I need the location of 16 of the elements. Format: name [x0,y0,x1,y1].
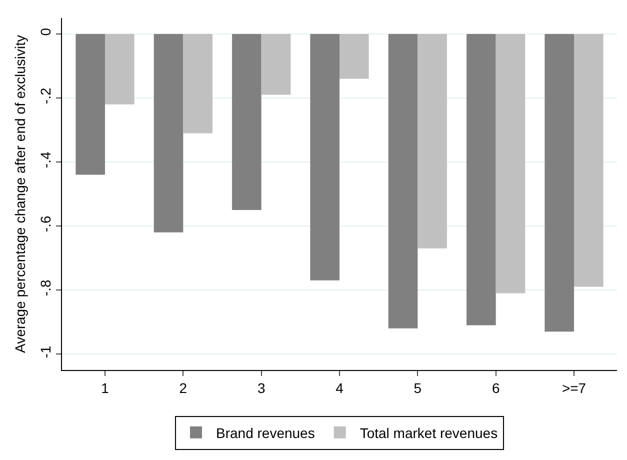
legend-label: Brand revenues [216,424,315,441]
legend-label: Total market revenues [360,424,498,441]
x-tick-label: 6 [492,380,500,396]
y-tick-label: 0 [37,28,54,36]
y-tick-label: -.2 [37,88,54,104]
x-tick-label: 5 [414,380,422,396]
y-tick-label: -.8 [37,280,54,296]
x-tick-label: 1 [101,380,110,396]
y-tick-label: -1 [37,345,54,358]
y-tick-label: -.4 [37,152,54,168]
y-tick-label: -.6 [37,216,54,232]
x-tick-label: >=7 [562,380,586,396]
x-tick-label: 4 [336,380,344,396]
x-tick-label: 2 [179,380,188,396]
x-tick-label: 3 [257,380,266,396]
y-axis-title: Average percentage change after end of exclusivity [12,34,28,354]
